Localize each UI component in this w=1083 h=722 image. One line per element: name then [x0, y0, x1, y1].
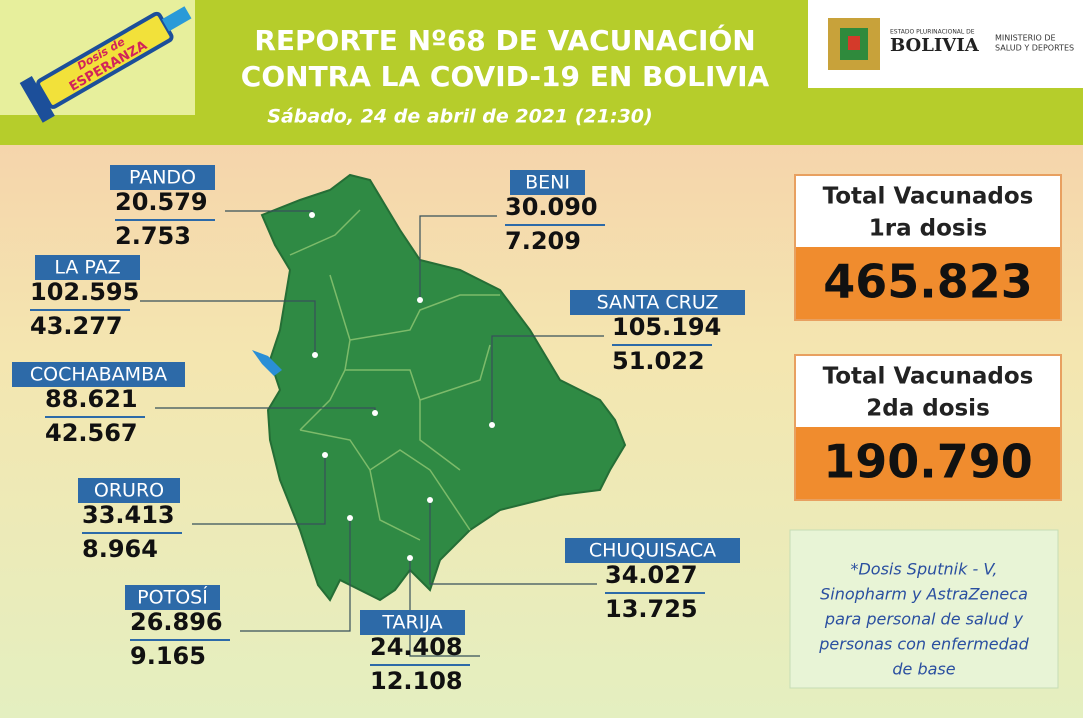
map-point — [347, 515, 353, 521]
total-label: Total Vacunados — [823, 364, 1034, 390]
department-name: POTOSÍ — [137, 586, 208, 609]
map-point — [489, 422, 495, 428]
department-name: TARIJA — [381, 612, 442, 634]
dose2-count: 12.108 — [370, 667, 463, 695]
note-box — [789, 529, 1059, 689]
note-text: *Dosis Sputnik - V, — [850, 560, 997, 579]
total-value-box — [796, 427, 1060, 499]
title: REPORTE Nº68 DE VACUNACIÓN — [254, 23, 755, 57]
dose1-count: 20.579 — [115, 188, 208, 216]
map-point — [407, 555, 413, 561]
map-point — [427, 497, 433, 503]
department-name: CHUQUISACA — [589, 540, 716, 562]
department-label-box — [78, 478, 180, 503]
department-name: ORURO — [94, 480, 164, 502]
dose1-count: 34.027 — [605, 561, 698, 589]
dose2-count: 13.725 — [605, 595, 698, 623]
total-value-box — [796, 247, 1060, 319]
dose2-count: 43.277 — [30, 312, 123, 340]
department-name: COCHABAMBA — [30, 364, 167, 386]
map — [252, 173, 627, 602]
department-name: PANDO — [129, 167, 196, 189]
department-label-box — [510, 170, 585, 195]
note-text: Sinopharm y AstraZeneca — [820, 585, 1028, 604]
logo-text: BOLIVIA — [890, 35, 980, 56]
dose2-count: 51.022 — [612, 347, 705, 375]
logo-text: MINISTERIO DE — [995, 34, 1056, 43]
dose2-count: 8.964 — [82, 535, 158, 563]
dose1-count: 26.896 — [130, 608, 223, 636]
department-name: BENI — [525, 172, 570, 194]
map-point — [312, 352, 318, 358]
dose2-count: 42.567 — [45, 419, 138, 447]
dose1-count: 33.413 — [82, 501, 175, 529]
department-label-box — [12, 362, 185, 387]
map-point — [309, 212, 315, 218]
dose1-count: 102.595 — [30, 278, 139, 306]
department-name: SANTA CRUZ — [597, 292, 719, 314]
leader-line — [419, 215, 497, 300]
dose2-count: 2.753 — [115, 222, 191, 250]
department-label-box — [360, 610, 465, 635]
leader-line — [240, 518, 351, 632]
total-value: 190.790 — [823, 435, 1033, 489]
leader-line — [140, 300, 316, 355]
dose1-count: 24.408 — [370, 633, 463, 661]
total-label: 2da dosis — [866, 396, 990, 422]
total-value: 465.823 — [823, 255, 1033, 309]
total-label: Total Vacunados — [823, 184, 1034, 210]
note-text: de base — [892, 660, 955, 679]
department-label-box — [570, 290, 745, 315]
leader-line — [491, 335, 604, 425]
date: Sábado, 24 de abril de 2021 (21:30) — [267, 106, 652, 128]
title: CONTRA LA COVID-19 EN BOLIVIA — [241, 60, 770, 93]
department-label-box — [125, 585, 220, 610]
logo-text: ESTADO PLURINACIONAL DE — [890, 29, 975, 36]
department-label-box — [35, 255, 140, 280]
department-label-box — [565, 538, 740, 563]
leader-line — [192, 455, 326, 525]
dose1-count: 105.194 — [612, 313, 721, 341]
note-text: personas con enfermedad — [818, 635, 1029, 654]
logo-text: SALUD Y DEPORTES — [995, 44, 1074, 53]
note-text: para personal de salud y — [824, 610, 1024, 629]
leader-line — [429, 500, 597, 585]
dose1-count: 30.090 — [505, 193, 598, 221]
coat-of-arms — [828, 18, 880, 70]
dose2-count: 7.209 — [505, 227, 581, 255]
leader-line — [409, 558, 480, 657]
map-point — [417, 297, 423, 303]
map-point — [322, 452, 328, 458]
dose2-count: 9.165 — [130, 642, 206, 670]
dose1-count: 88.621 — [45, 385, 138, 413]
map-point — [372, 410, 378, 416]
department-name: LA PAZ — [54, 257, 120, 279]
total-label: 1ra dosis — [869, 216, 987, 242]
department-label-box — [110, 165, 215, 190]
